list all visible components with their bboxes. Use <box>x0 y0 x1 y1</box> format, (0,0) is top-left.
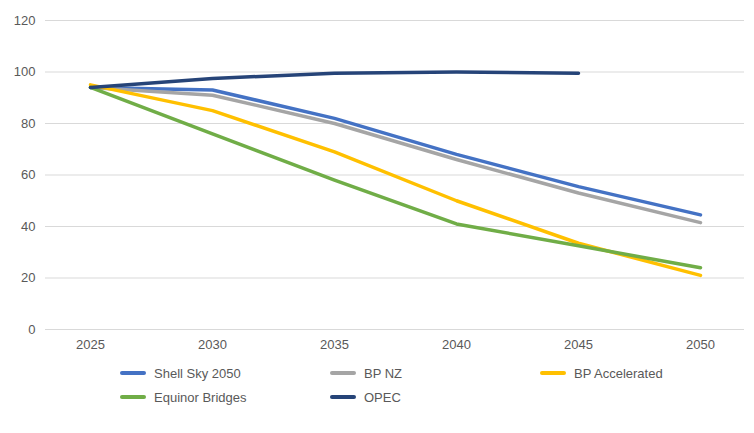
svg-text:2045: 2045 <box>564 337 593 352</box>
svg-text:80: 80 <box>21 116 35 131</box>
svg-text:2040: 2040 <box>442 337 471 352</box>
svg-text:2025: 2025 <box>76 337 105 352</box>
html-text:OPEC: OPEC <box>364 389 401 405</box>
html-text:Equinor Bridges: Equinor Bridges <box>154 389 247 405</box>
html-text:BP Accelerated: BP Accelerated <box>574 365 663 381</box>
svg-text:0: 0 <box>28 322 35 337</box>
svg-text:2035: 2035 <box>320 337 349 352</box>
svg-text:100: 100 <box>14 64 36 79</box>
svg-text:20: 20 <box>21 270 35 285</box>
svg-text:60: 60 <box>21 167 35 182</box>
svg-text:2030: 2030 <box>198 337 227 352</box>
svg-text:2050: 2050 <box>686 337 715 352</box>
svg-text:40: 40 <box>21 219 35 234</box>
html-text:Shell Sky 2050: Shell Sky 2050 <box>154 365 241 381</box>
html-text:BP NZ: BP NZ <box>364 365 403 381</box>
svg-text:120: 120 <box>14 13 36 28</box>
